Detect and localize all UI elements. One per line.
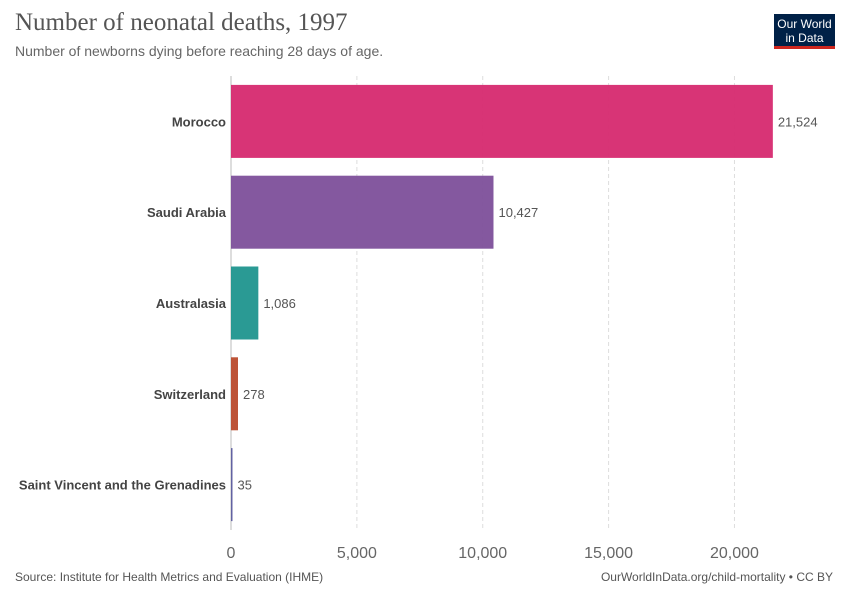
chart-subtitle: Number of newborns dying before reaching… bbox=[15, 43, 384, 59]
x-tick-label: 10,000 bbox=[458, 545, 507, 562]
bar-saudi-arabia[interactable] bbox=[231, 175, 494, 249]
bar-morocco[interactable] bbox=[231, 84, 773, 158]
footer-url[interactable]: OurWorldInData.org/child-mortality • CC … bbox=[600, 570, 833, 584]
category-label: Saudi Arabia bbox=[147, 205, 227, 220]
value-label: 10,427 bbox=[498, 205, 538, 220]
bar-saint-vincent-and-the-grenadines[interactable] bbox=[231, 448, 233, 522]
logo-line-2: in Data bbox=[785, 31, 824, 45]
category-label: Switzerland bbox=[154, 387, 226, 402]
value-label: 278 bbox=[243, 387, 265, 402]
labels: 0 5,000 10,000 15,000 20,000 Morocco 21,524 Sau… bbox=[19, 114, 818, 562]
value-label: 35 bbox=[238, 478, 252, 493]
logo-line-1: Our World bbox=[777, 17, 832, 31]
x-tick-label: 0 bbox=[227, 545, 236, 562]
source-note[interactable]: Source: Institute for Health Metrics and… bbox=[15, 570, 324, 584]
value-label: 21,524 bbox=[778, 114, 818, 129]
category-label: Australasia bbox=[156, 296, 227, 311]
bar-switzerland[interactable] bbox=[231, 357, 238, 431]
bars bbox=[231, 84, 773, 522]
x-tick-label: 5,000 bbox=[337, 545, 377, 562]
x-tick-label: 15,000 bbox=[584, 545, 633, 562]
category-label: Saint Vincent and the Grenadines bbox=[19, 478, 226, 493]
x-tick-label: 20,000 bbox=[710, 545, 759, 562]
category-label: Morocco bbox=[172, 114, 226, 129]
bar-australasia[interactable] bbox=[231, 266, 259, 340]
value-label: 1,086 bbox=[263, 296, 296, 311]
chart-title: Number of neonatal deaths, 1997 bbox=[15, 9, 348, 36]
owid-logo[interactable]: Our World in Data bbox=[774, 14, 835, 49]
